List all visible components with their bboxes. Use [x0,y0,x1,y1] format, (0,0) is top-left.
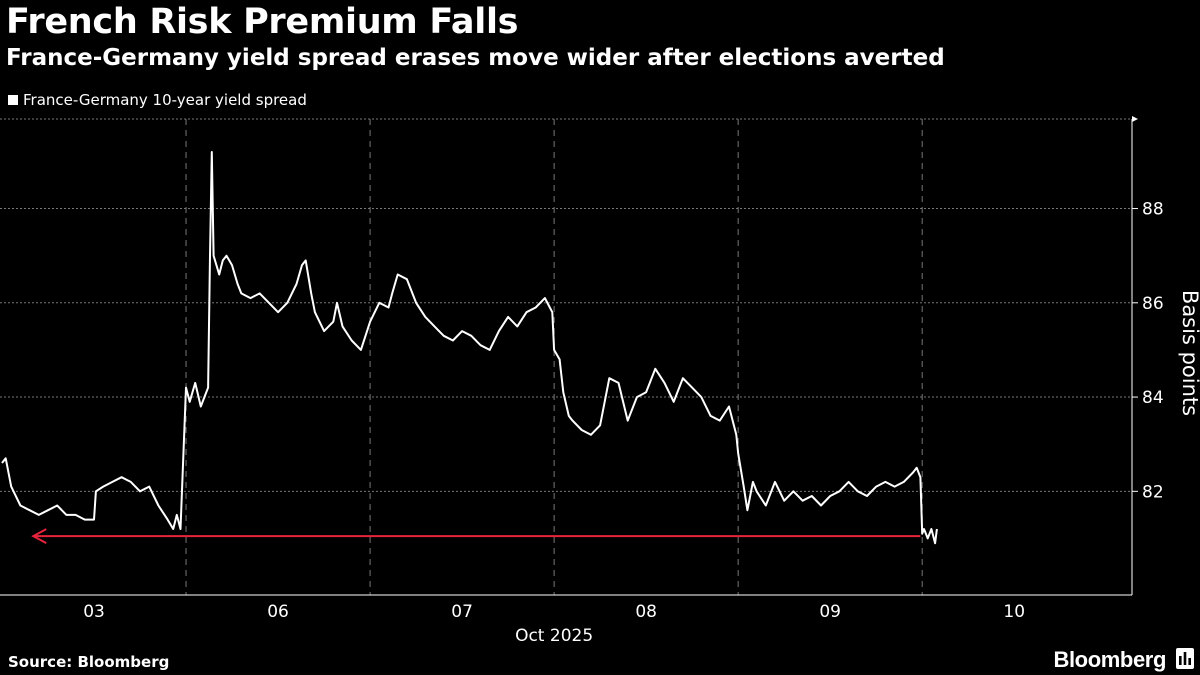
series-line [1,151,938,545]
y-tick-label: 82 [1142,482,1164,502]
x-tick-label: 03 [83,602,105,622]
annotation-arrow-head [31,528,47,544]
x-tick-label: 10 [1003,602,1025,622]
legend-label: France-Germany 10-year yield spread [23,91,307,109]
y-tick-label: 84 [1142,388,1164,408]
source-note: Source: Bloomberg [8,653,170,671]
chart-subtitle: France-Germany yield spread erases move … [6,45,945,71]
legend-swatch [8,95,18,105]
y-axis-title: Basis points [1178,290,1200,416]
y-tick-label: 86 [1142,294,1164,314]
x-tick-label: 09 [819,602,841,622]
chart-legend: France-Germany 10-year yield spread [8,91,307,109]
chart-title: French Risk Premium Falls [6,2,519,42]
x-tick-label: 08 [635,602,657,622]
bar-chart-icon [1176,648,1194,669]
y-axis-arrowhead [1132,116,1138,122]
y-tick-label: 88 [1142,200,1164,220]
x-tick-label: 07 [451,602,473,622]
brand-logo: Bloomberg [1053,647,1166,672]
x-tick-label: 06 [267,602,289,622]
x-axis-title: Oct 2025 [515,626,593,646]
